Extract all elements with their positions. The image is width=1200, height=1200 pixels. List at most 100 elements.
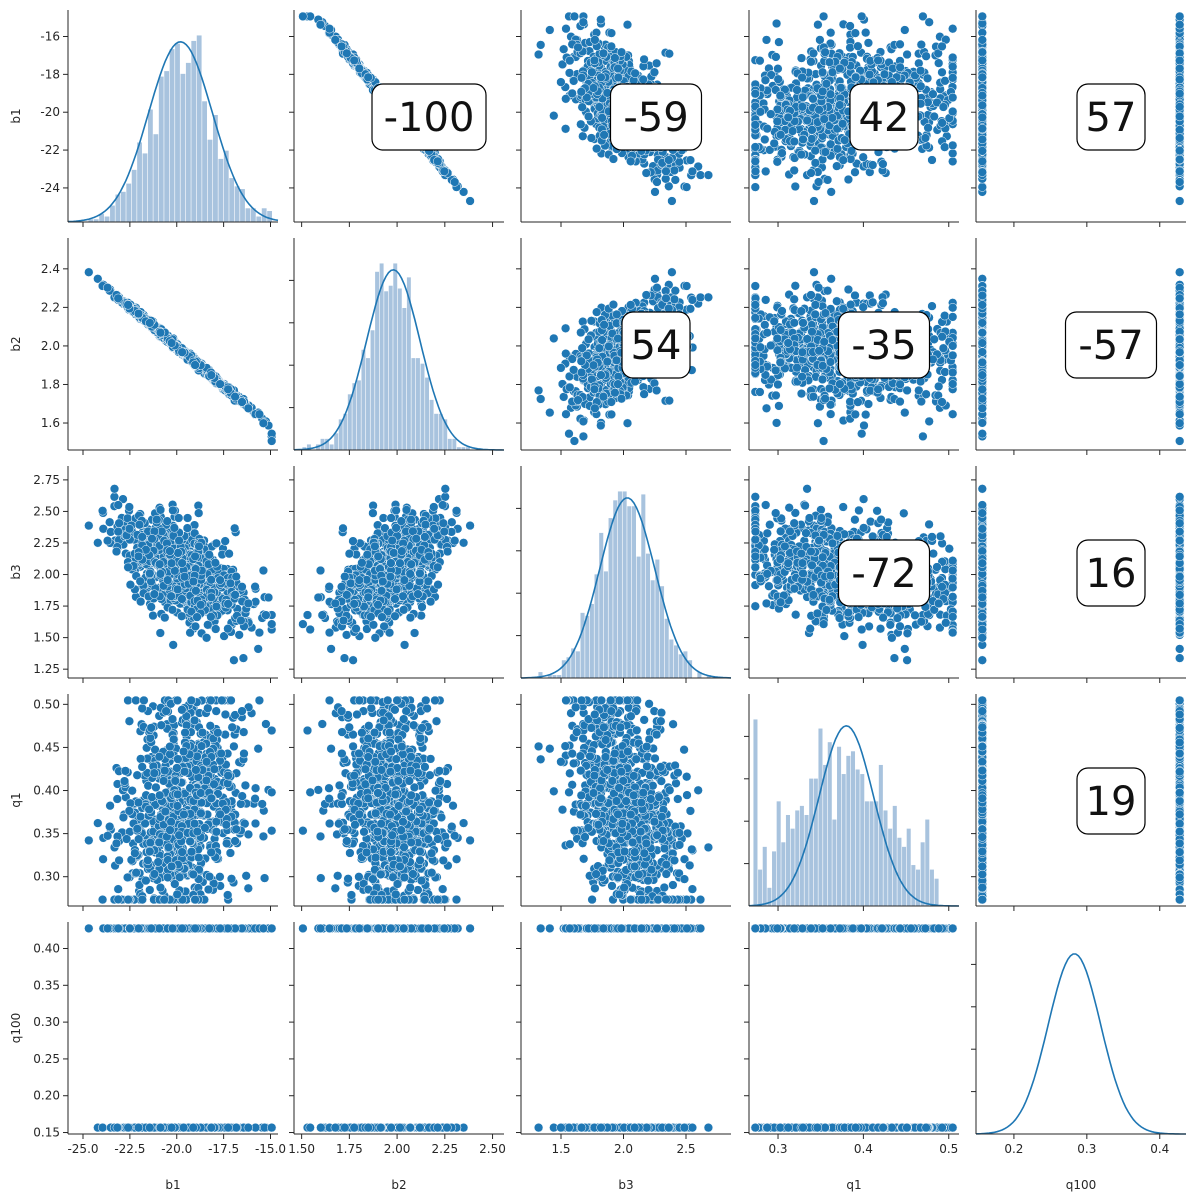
scatter-point (750, 166, 761, 176)
scatter-point (586, 133, 597, 143)
scatter-point (850, 167, 860, 177)
scatter-point (832, 144, 843, 154)
scatter-point (776, 130, 786, 140)
scatter-point (796, 53, 807, 63)
histogram-bar (147, 109, 153, 222)
scatter-point (761, 166, 771, 177)
scatter-point (102, 283, 113, 293)
scatter-point (796, 149, 806, 160)
scatter-point (773, 74, 783, 84)
scatter-point (750, 156, 760, 166)
scatter-point (948, 92, 958, 103)
scatter-point (650, 274, 660, 284)
scatter-point (578, 17, 588, 27)
histogram-bar (402, 307, 407, 450)
scatter-point (827, 113, 838, 123)
scatter-point (606, 28, 617, 38)
scatter-point (560, 323, 571, 333)
scatter-point (594, 102, 604, 112)
scatter-point (190, 360, 200, 370)
histogram-bar (207, 139, 213, 222)
histogram-bar (93, 219, 99, 222)
histogram-bar (229, 178, 235, 222)
scatter-point (850, 28, 860, 38)
scatter-point (616, 47, 627, 57)
scatter-point (750, 89, 760, 99)
scatter-point (807, 125, 817, 135)
scatter-point (760, 75, 771, 85)
scatter-point (863, 38, 874, 48)
scatter-point (670, 175, 680, 185)
scatter-point (797, 72, 807, 83)
histogram-bar (223, 150, 229, 222)
scatter-point (84, 267, 94, 277)
scatter-point (858, 152, 868, 162)
scatter-point (840, 135, 850, 145)
scatter-point (923, 123, 933, 133)
scatter-point (1175, 63, 1185, 74)
scatter-point (819, 114, 829, 124)
scatter-point (363, 72, 373, 82)
scatter-point (824, 57, 835, 67)
scatter-point (695, 170, 706, 180)
histogram-bar (218, 158, 224, 222)
scatter-point (760, 134, 770, 145)
scatter-point (439, 166, 449, 176)
scatter-point (878, 159, 888, 169)
scatter-point (810, 158, 821, 168)
histogram-bar (397, 288, 402, 450)
y-tick-label: 1.8 (41, 377, 60, 391)
scatter-point (1175, 55, 1185, 66)
scatter-point (806, 168, 816, 178)
histogram-bar (245, 208, 251, 222)
scatter-point (927, 155, 937, 165)
scatter-point (589, 55, 600, 66)
scatter-point (626, 156, 636, 166)
scatter-point (787, 126, 798, 136)
histogram-bar (88, 219, 94, 222)
histogram-bar (329, 444, 334, 450)
scatter-point (843, 174, 854, 185)
histogram-bar (196, 35, 202, 222)
histogram-bar (361, 349, 366, 450)
histogram-bar (393, 263, 398, 450)
scatter-point (818, 86, 828, 97)
histogram-bar (415, 358, 420, 450)
histogram-bar (110, 205, 115, 222)
scatter-point (324, 24, 335, 34)
scatter-point (560, 124, 571, 134)
scatter-point (564, 68, 575, 78)
scatter-point (145, 318, 155, 328)
histogram-bar (99, 213, 105, 222)
scatter-point (703, 170, 714, 180)
scatter-point (450, 177, 460, 187)
scatter-point (853, 41, 863, 51)
scatter-point (638, 74, 648, 85)
scatter-point (667, 196, 677, 206)
scatter-point (750, 182, 760, 192)
histogram-bar (158, 76, 164, 222)
scatter-point (641, 168, 651, 178)
scatter-point (775, 90, 785, 101)
scatter-point (649, 67, 660, 77)
histogram-bar (175, 43, 180, 222)
scatter-point (948, 148, 958, 159)
histogram-bar (234, 186, 240, 222)
histogram-bar (202, 101, 207, 222)
scatter-point (681, 182, 692, 192)
scatter-point (835, 63, 845, 74)
scatter-point (838, 155, 848, 165)
scatter-point (948, 156, 958, 167)
scatter-point (977, 123, 987, 134)
scatter-point (639, 389, 649, 399)
scatter-point (1175, 74, 1185, 85)
scatter-point (567, 88, 577, 99)
scatter-point (561, 24, 571, 34)
scatter-point (1175, 102, 1185, 112)
histogram-bar (366, 358, 370, 450)
scatter-point (1175, 89, 1185, 99)
y-tick-label: -18 (40, 67, 60, 81)
scatter-point (895, 62, 905, 72)
scatter-point (948, 140, 958, 151)
y-tick-label: -16 (40, 30, 60, 44)
